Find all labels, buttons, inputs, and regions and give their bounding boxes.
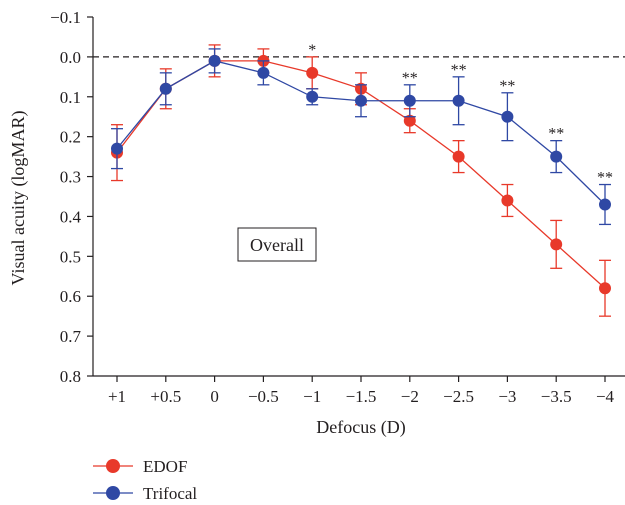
x-tick-label: −3.5 [541,387,572,406]
data-point [452,94,465,107]
inset-label-box: Overall [237,227,317,262]
y-tick-label: 0.4 [60,207,82,226]
data-point [208,54,221,67]
significance-marker: ** [402,70,418,87]
significance-marker: ** [597,170,613,187]
legend-marker [106,459,120,473]
y-axis-label: Visual acuity (logMAR) [8,111,29,286]
x-tick-label: +0.5 [150,387,181,406]
y-tick-label: 0.6 [60,287,81,306]
y-tick-label: 0.5 [60,247,81,266]
x-tick-label: −2 [401,387,419,406]
legend-label: EDOF [143,457,187,476]
data-point [159,82,172,95]
data-point [599,282,611,295]
series-layer [111,44,611,317]
legend-item-trifocal: Trifocal [93,484,197,503]
y-tick-label: 0.0 [60,48,81,67]
data-point [550,238,563,251]
data-point [306,90,319,103]
x-tick-label: −3 [498,387,516,406]
x-tick-label: −4 [596,387,615,406]
data-point [355,94,367,107]
data-point [257,66,270,79]
x-tick-label: −1 [303,387,321,406]
legend-label: Trifocal [143,484,197,503]
x-tick-label: +1 [108,387,126,406]
significance-marker: * [308,42,316,59]
y-tick-label: −0.1 [50,8,81,27]
y-tick-label: 0.1 [60,88,81,107]
data-point [111,142,123,155]
significance-layer: *** ******** [308,42,613,187]
data-point [403,94,416,107]
x-tick-label: −0.5 [248,387,279,406]
data-point [501,110,514,123]
x-axis-label: Defocus (D) [316,417,405,438]
significance-marker: ** [499,78,515,95]
x-tick-label: 0 [210,387,219,406]
inset-label: Overall [250,235,304,255]
series-trifocal [111,48,611,226]
y-tick-label: 0.8 [60,367,81,386]
y-tick-label: 0.7 [60,327,82,346]
y-tick-label: 0.2 [60,128,81,147]
data-point [550,150,563,163]
legend-item-edof: EDOF [93,457,187,476]
x-tick-label: −1.5 [346,387,377,406]
y-tick-label: 0.3 [60,168,81,187]
significance-marker: ** [548,126,564,143]
data-point [403,114,416,127]
axes-layer: −0.1 0.0 0.1 0.2 0.3 0.4 0.5 0.6 0.7 0.8 +1 +0.5 0 −0… [50,8,625,406]
data-point [501,194,514,207]
data-point [452,150,465,163]
legend: EDOF Trifocal [93,457,197,503]
legend-marker [106,486,120,500]
data-point [306,66,319,79]
x-tick-label: −2.5 [443,387,474,406]
significance-marker: ** [451,62,467,79]
data-point [599,198,611,211]
